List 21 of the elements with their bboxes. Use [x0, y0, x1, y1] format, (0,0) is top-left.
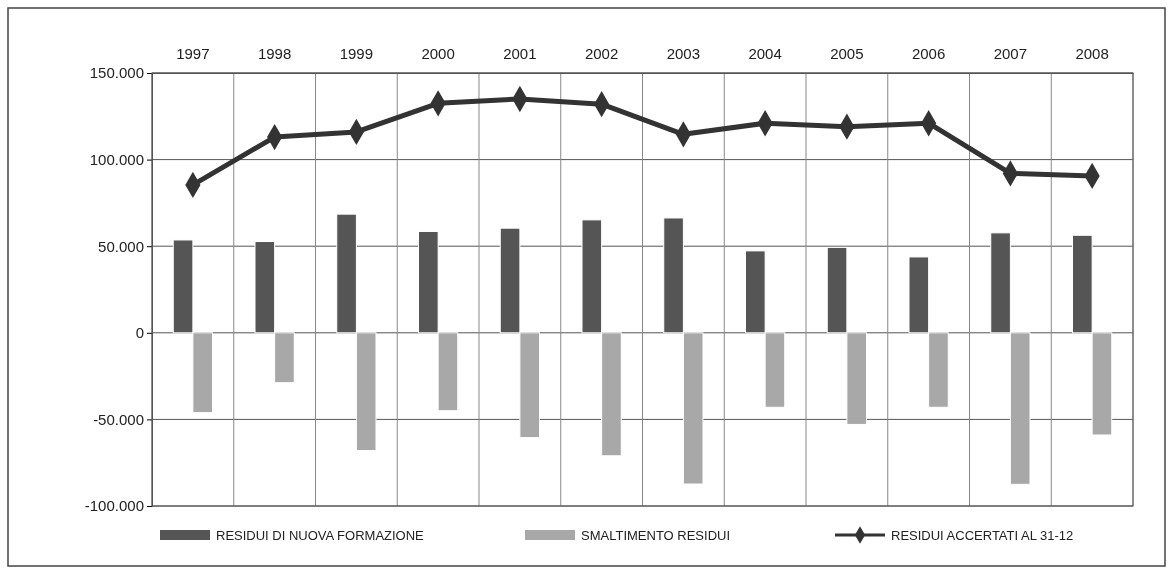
y-tick-label: 50.000	[98, 237, 144, 255]
legend-label: RESIDUI ACCERTATI AL 31-12	[891, 528, 1074, 543]
y-tick-label: -50.000	[93, 410, 144, 428]
y-tick-label: -100.000	[84, 497, 144, 515]
x-tick-label: 1997	[176, 45, 210, 62]
x-tick-label: 1998	[257, 45, 292, 62]
x-tick-label: 2008	[1075, 45, 1109, 62]
y-tick-label: 0	[135, 324, 144, 342]
x-tick-label: 1999	[339, 45, 374, 62]
x-tick-label: 2000	[421, 45, 455, 62]
x-tick-label: 2001	[503, 45, 537, 62]
x-tick-label: 2002	[584, 45, 619, 62]
x-tick-label: 2003	[666, 45, 701, 62]
x-tick-label: 2005	[830, 45, 864, 62]
x-tick-label: 2006	[911, 45, 946, 62]
x-tick-label: 2007	[993, 45, 1028, 62]
y-tick-label: 150.000	[89, 64, 144, 82]
legend-label: RESIDUI DI NUOVA FORMAZIONE	[216, 528, 425, 543]
y-tick-label: 100.000	[89, 150, 144, 168]
legend-label: SMALTIMENTO RESIDUI	[581, 528, 731, 543]
x-tick-label: 2004	[748, 45, 782, 62]
